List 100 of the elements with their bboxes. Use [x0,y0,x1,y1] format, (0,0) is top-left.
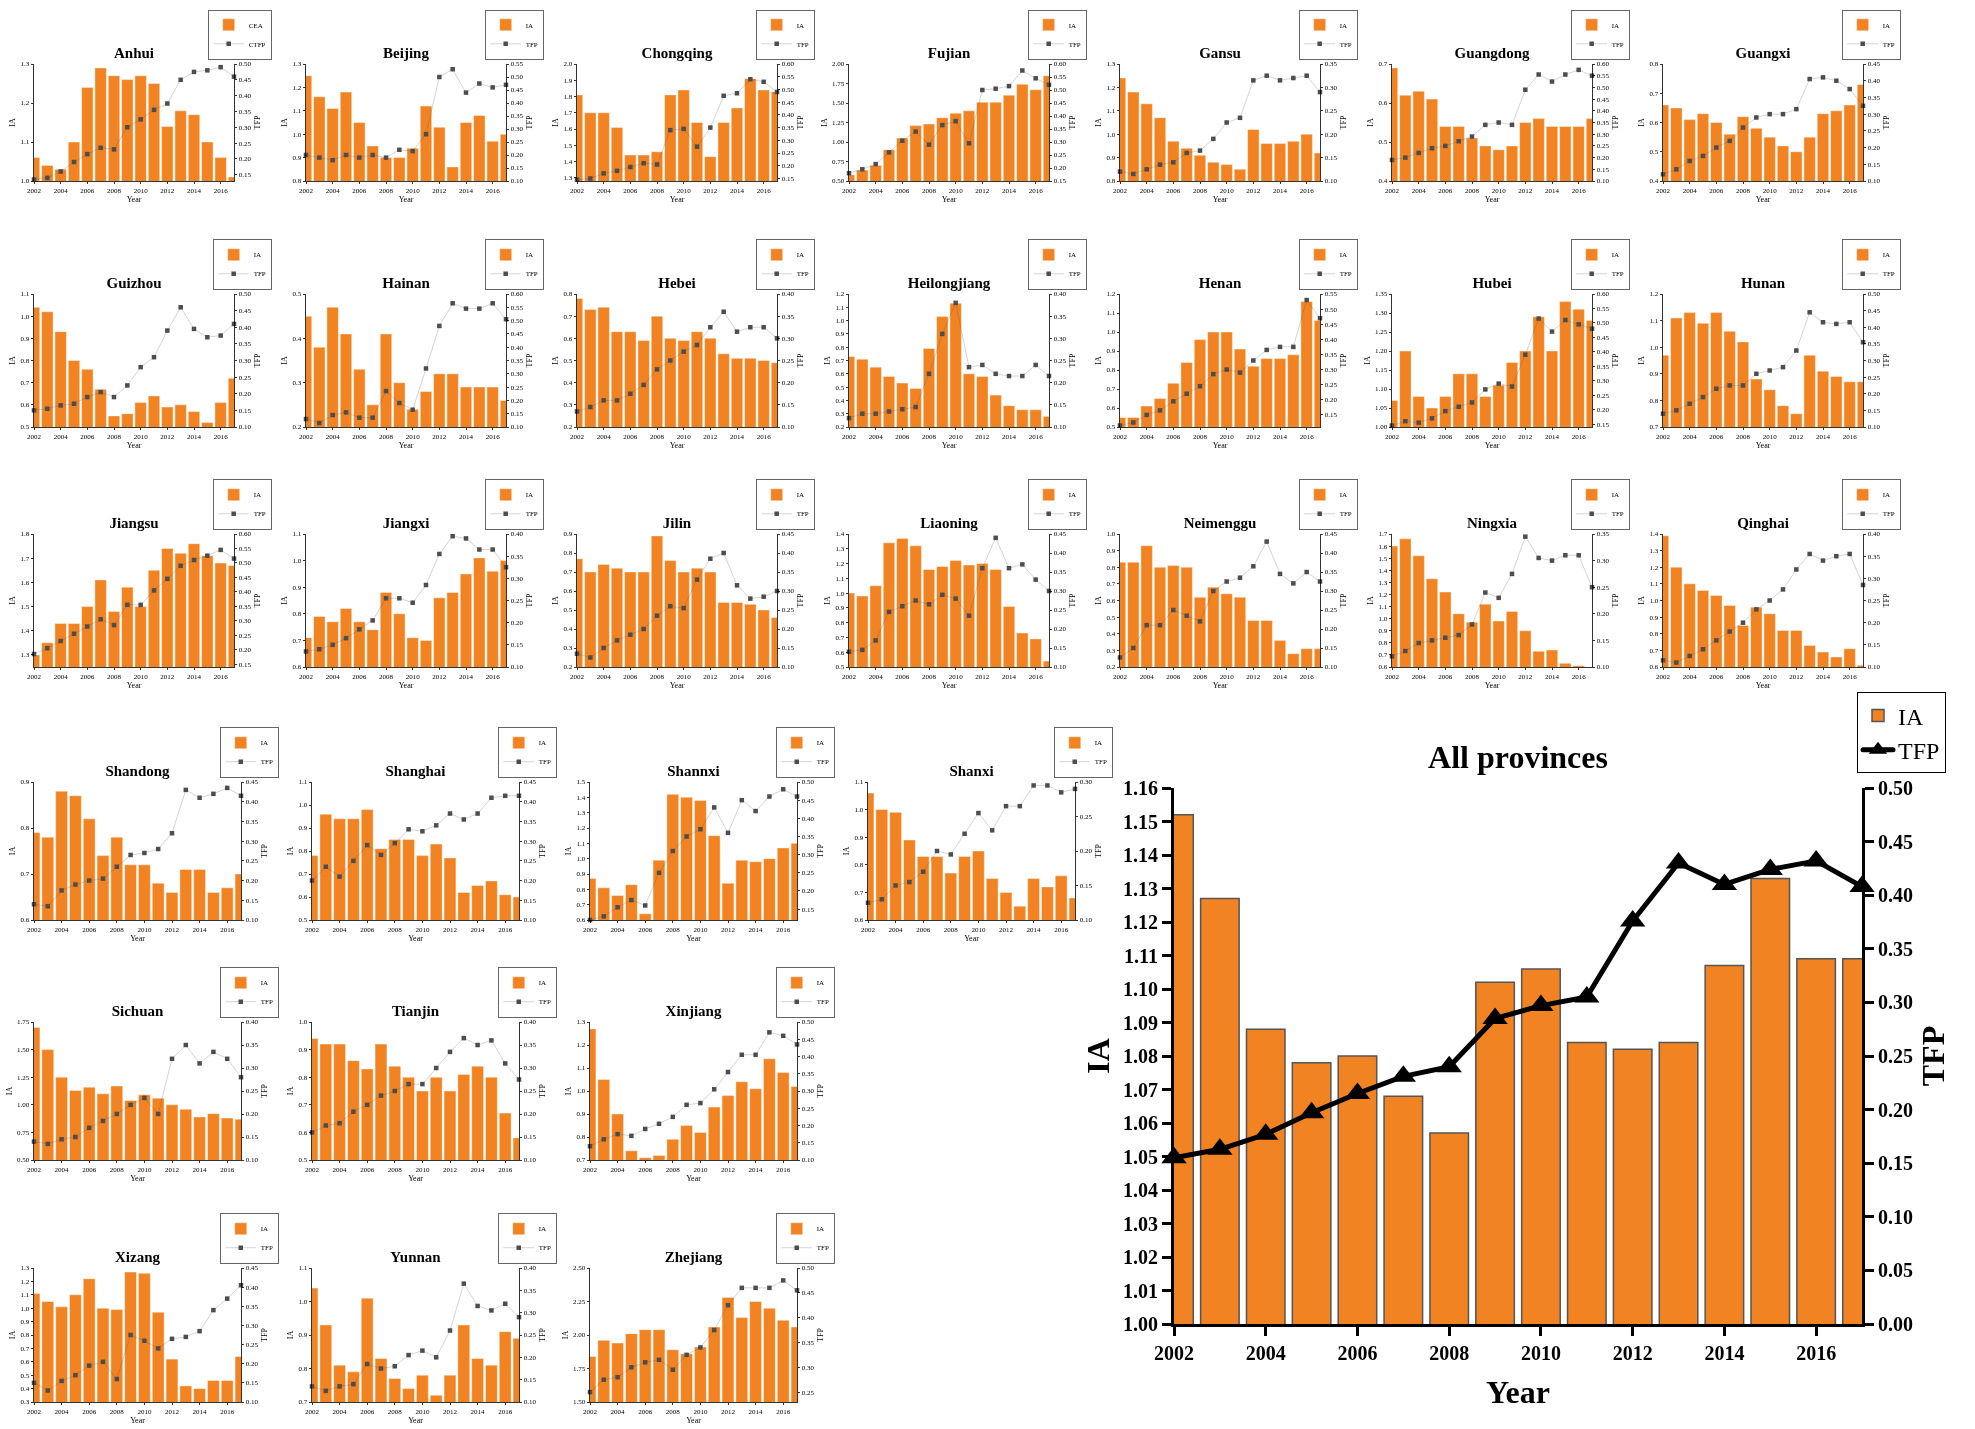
point [489,301,495,306]
point [1415,150,1421,156]
point [1687,158,1692,164]
point [1032,577,1038,582]
point [463,536,468,541]
point [628,632,633,637]
point [1264,539,1269,544]
x-axis-title: Year [1212,680,1228,690]
point [475,811,480,816]
point [966,141,971,146]
point [100,876,106,881]
point [356,627,362,632]
y-axis-title: IA [279,356,289,365]
x-tick-label: 2002 [1154,1342,1194,1364]
x-axis-title: Year [1484,680,1500,690]
point [780,787,786,792]
point [323,1123,329,1128]
chart-title: Hebei [658,275,696,291]
point [86,1363,92,1368]
x-axis-title: Year [1755,194,1771,204]
y-axis-title: IA [8,356,18,365]
point [351,1109,356,1114]
point [684,834,689,839]
point [337,1120,342,1126]
point [1727,138,1732,144]
point [1402,648,1408,654]
point [641,160,646,166]
y2-axis-title: TFP [1881,593,1891,608]
point [396,147,402,153]
chart-title: Jiangsu [109,515,159,531]
y-axis-title: IA [279,596,289,605]
point [641,626,646,632]
x-axis-title: Year [1484,440,1500,450]
chart-title: Anhui [113,45,155,61]
x-axis-title: Year [1755,440,1771,450]
x-axis-title: Year [686,1415,702,1425]
point [1131,171,1136,177]
chart-title: Fujian [927,45,971,61]
chart-title: Jilin [662,515,692,531]
point [369,618,375,623]
point [628,164,633,170]
point [1157,408,1163,413]
point [1847,86,1852,92]
point [912,129,918,134]
y-tick-label: 1.02 [1123,1246,1158,1268]
y2-axis-title: TFP [537,1083,547,1098]
point [436,551,442,557]
y2-tick-label: 0.30 [1878,991,1913,1014]
point [1197,148,1203,153]
point [1032,362,1038,368]
y-tick-label: 1.00 [1123,1313,1158,1335]
y-tick-label: 1.16 [1123,777,1158,799]
point [761,594,766,599]
point [111,147,117,152]
point [447,1328,453,1333]
point [1402,155,1408,160]
x-axis-title: Year [686,1173,702,1183]
point [893,883,898,888]
y-axis-title: IA [4,1086,14,1096]
chart-title: All provinces [1428,739,1608,775]
point [899,138,905,143]
y2-axis-title: TFP [1881,353,1891,368]
point [684,1352,689,1358]
point [449,533,455,539]
y-axis-title: IA [1365,596,1375,605]
x-axis-title: Year [941,440,957,450]
point [1834,321,1839,327]
point [926,142,931,147]
y-tick-label: 1.11 [1124,944,1158,967]
point [1058,790,1064,795]
point [1251,564,1256,569]
point [694,577,700,582]
point [886,409,891,414]
point [406,1081,411,1087]
point [1455,138,1461,144]
x-axis-title: Year [964,933,980,943]
point [641,382,646,388]
point [383,155,388,160]
point [989,828,995,833]
point [629,897,634,903]
point [1131,645,1136,651]
chart-title: Chongqing [641,45,713,61]
point [1144,167,1149,172]
point [85,394,90,400]
point [926,602,931,607]
point [708,556,713,561]
y2-axis-title: TFP [1067,115,1077,130]
point [1740,125,1746,130]
point [1171,607,1176,613]
chart-title: Hubei [1471,275,1512,291]
point [197,1061,202,1066]
point [98,389,103,395]
point [343,410,348,415]
y-axis-title: IA [1637,356,1647,365]
point [1727,629,1732,634]
point [138,602,143,608]
point [337,874,342,879]
point [475,1303,480,1309]
point [1674,167,1679,172]
point [939,122,945,128]
